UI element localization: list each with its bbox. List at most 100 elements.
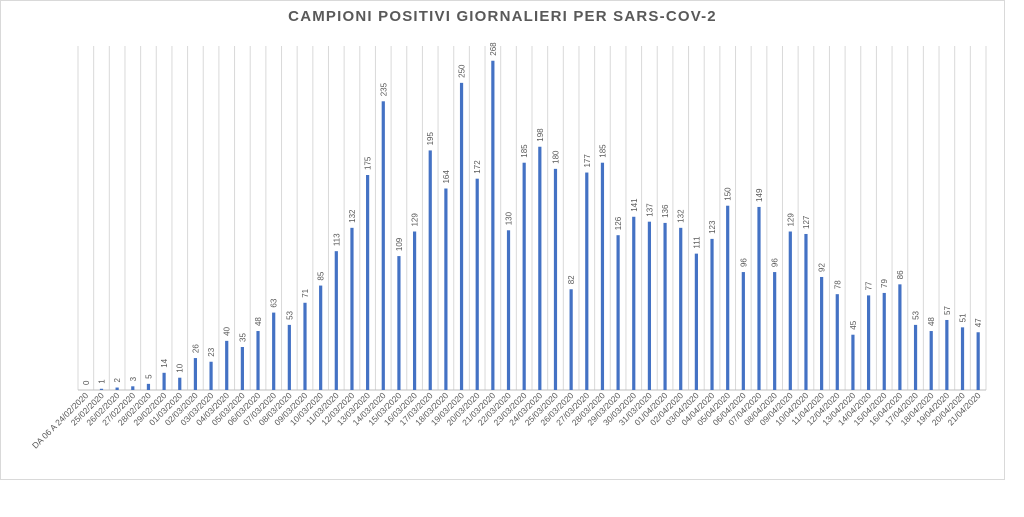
data-label: 3 <box>129 376 138 381</box>
bar <box>835 294 839 390</box>
data-label: 96 <box>771 258 780 267</box>
bar <box>115 387 119 390</box>
bar <box>679 227 683 390</box>
data-label: 123 <box>708 220 717 234</box>
bar <box>882 292 886 390</box>
data-label: 48 <box>927 317 936 326</box>
grid-lines <box>77 46 987 391</box>
bar <box>303 302 307 390</box>
data-label: 175 <box>364 156 373 170</box>
data-label: 53 <box>912 310 921 319</box>
data-label: 0 <box>82 380 91 385</box>
chart-frame <box>0 0 1005 480</box>
bar <box>256 331 260 390</box>
data-label: 172 <box>473 160 482 174</box>
data-label: 47 <box>974 318 983 327</box>
data-label: 77 <box>865 281 874 290</box>
bar <box>162 372 166 390</box>
data-label: 268 <box>489 42 498 56</box>
data-label: 126 <box>614 216 623 230</box>
data-label: 129 <box>411 213 420 227</box>
data-label: 2 <box>113 378 122 383</box>
bar <box>240 347 244 390</box>
bar <box>193 358 198 390</box>
bar <box>600 162 605 390</box>
bars <box>99 60 980 391</box>
data-label: 235 <box>379 82 388 96</box>
bar <box>913 324 918 390</box>
bar <box>647 221 652 390</box>
bar <box>585 172 589 390</box>
data-label: 71 <box>301 288 310 297</box>
data-label: 57 <box>943 306 952 315</box>
data-label: 136 <box>661 204 670 218</box>
bar <box>381 101 385 390</box>
data-label: 10 <box>176 363 185 372</box>
data-label: 48 <box>254 317 263 326</box>
bar <box>538 146 542 390</box>
x-tick-labels: DA 06 A 24/02/202025/02/202026/02/202027… <box>30 390 983 450</box>
bar <box>788 231 792 390</box>
data-label: 53 <box>285 310 294 319</box>
bar <box>694 253 698 390</box>
bar <box>146 383 151 390</box>
bar <box>569 289 573 390</box>
bar <box>272 312 276 390</box>
bar <box>366 175 370 390</box>
bar <box>616 235 620 390</box>
bar <box>209 361 213 390</box>
data-label: 85 <box>317 271 326 280</box>
bar <box>397 256 401 390</box>
data-label: 180 <box>551 150 560 164</box>
bar <box>412 231 417 390</box>
data-label: 185 <box>520 144 529 158</box>
bar <box>898 284 902 390</box>
bar <box>334 251 338 390</box>
data-label: 141 <box>630 198 639 212</box>
data-label: 130 <box>505 211 514 225</box>
bar <box>976 332 980 390</box>
data-label: 14 <box>160 358 169 367</box>
data-label: 250 <box>458 64 467 78</box>
bar <box>522 162 526 390</box>
bar <box>287 324 291 390</box>
data-label: 132 <box>348 209 357 223</box>
data-label: 79 <box>880 278 889 287</box>
data-label: 51 <box>959 313 968 322</box>
bar <box>960 327 965 390</box>
data-label: 78 <box>833 280 842 289</box>
data-label: 164 <box>442 170 451 184</box>
data-label: 195 <box>426 132 435 146</box>
data-label: 23 <box>207 347 216 356</box>
data-label: 92 <box>818 263 827 272</box>
bar <box>663 222 667 390</box>
data-label: 150 <box>724 187 733 201</box>
bar <box>866 295 871 390</box>
data-label: 40 <box>223 326 232 335</box>
bar <box>178 377 182 390</box>
bar <box>945 319 949 390</box>
data-label: 96 <box>739 258 748 267</box>
chart-title: CAMPIONI POSITIVI GIORNALIERI PER SARS-C… <box>288 8 717 25</box>
data-label: 63 <box>270 298 279 307</box>
data-label: 177 <box>583 154 592 168</box>
bar <box>506 230 511 390</box>
bar <box>99 388 104 390</box>
data-label: 127 <box>802 215 811 229</box>
bar <box>459 82 464 391</box>
bar <box>475 178 479 390</box>
bar <box>929 331 933 390</box>
bar <box>632 216 636 390</box>
bar <box>757 206 761 390</box>
data-label: 113 <box>332 233 341 246</box>
data-label: 129 <box>786 213 795 227</box>
bar <box>319 285 323 390</box>
bar <box>428 150 432 390</box>
data-label: 132 <box>677 209 686 223</box>
data-label: 86 <box>896 270 905 279</box>
data-label: 137 <box>645 203 654 217</box>
data-label: 198 <box>536 128 545 142</box>
bar <box>726 205 730 390</box>
